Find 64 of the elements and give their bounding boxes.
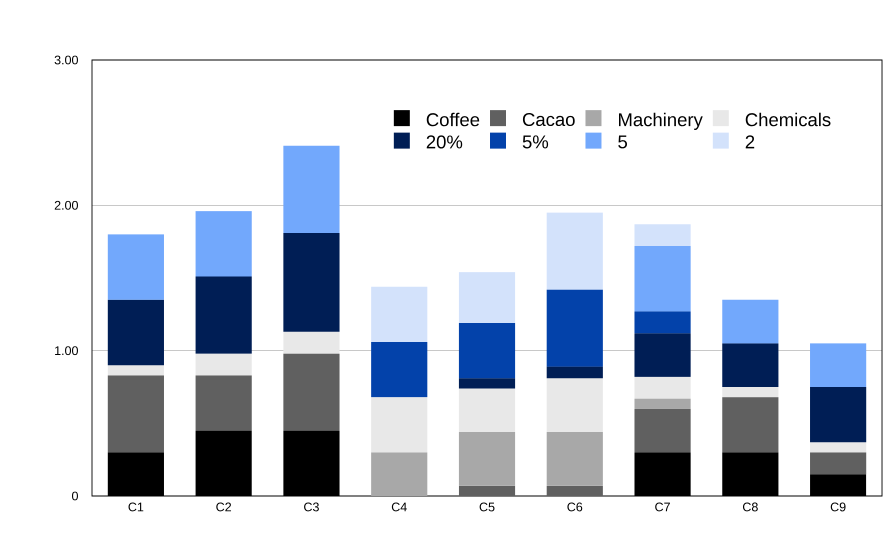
bar <box>722 343 778 387</box>
bar <box>722 300 778 344</box>
bar <box>458 323 516 378</box>
bar <box>546 290 603 367</box>
legend-label: Coffee <box>426 112 480 126</box>
bar <box>196 276 252 354</box>
bar <box>458 388 516 432</box>
bar <box>108 375 164 452</box>
bar <box>371 452 428 496</box>
bar <box>810 343 866 387</box>
bar <box>196 375 252 431</box>
bar <box>546 212 603 290</box>
bar <box>546 486 603 496</box>
x-tick-label: C8 <box>742 502 758 512</box>
bar <box>634 246 691 312</box>
legend-label: Machinery <box>619 112 703 130</box>
bar <box>458 432 516 486</box>
bar <box>458 272 516 324</box>
x-tick-label: C5 <box>480 502 494 512</box>
bar <box>196 354 252 376</box>
bar <box>108 365 164 376</box>
x-tick-label: C7 <box>655 502 670 512</box>
bar <box>283 146 340 233</box>
legend-label: Cacao <box>522 112 575 126</box>
bar <box>371 342 428 398</box>
bar <box>283 232 340 332</box>
legend-label: 2 <box>746 135 754 148</box>
x-tick-label: C3 <box>304 502 319 512</box>
x-tick-label: C4 <box>392 502 407 512</box>
bar <box>371 286 428 342</box>
x-tick-label: C1 <box>128 502 144 512</box>
x-tick-label: C2 <box>216 502 232 512</box>
bar <box>810 442 866 452</box>
y-tick-label: 3.00 <box>54 56 78 64</box>
bar <box>546 432 603 486</box>
bar <box>634 311 691 334</box>
y-tick-label: 0 <box>72 492 78 500</box>
legend-label: Chemicals <box>746 112 830 126</box>
bar <box>283 332 340 354</box>
bar <box>371 397 428 452</box>
y-tick-label: 1.00 <box>55 346 78 356</box>
legend-label: 5 <box>618 135 627 148</box>
bar <box>458 486 516 496</box>
bar <box>283 354 340 431</box>
legend-label: 5% <box>522 135 548 148</box>
bar <box>634 408 691 452</box>
bar <box>458 378 516 388</box>
y-tick-label: 2.00 <box>54 200 78 210</box>
bar <box>810 387 866 442</box>
x-tick-label: C9 <box>830 502 846 512</box>
legend-label: 20% <box>426 135 462 149</box>
bar <box>634 333 691 377</box>
bar <box>634 398 691 409</box>
bar <box>108 234 164 300</box>
bar <box>722 397 778 452</box>
bar <box>722 387 778 398</box>
bar <box>546 366 603 378</box>
bar <box>634 376 691 399</box>
bar <box>108 300 164 366</box>
bar <box>196 211 252 277</box>
bar <box>810 452 866 474</box>
bar <box>634 224 691 246</box>
x-tick-label: C6 <box>567 502 582 512</box>
bar <box>546 378 603 432</box>
